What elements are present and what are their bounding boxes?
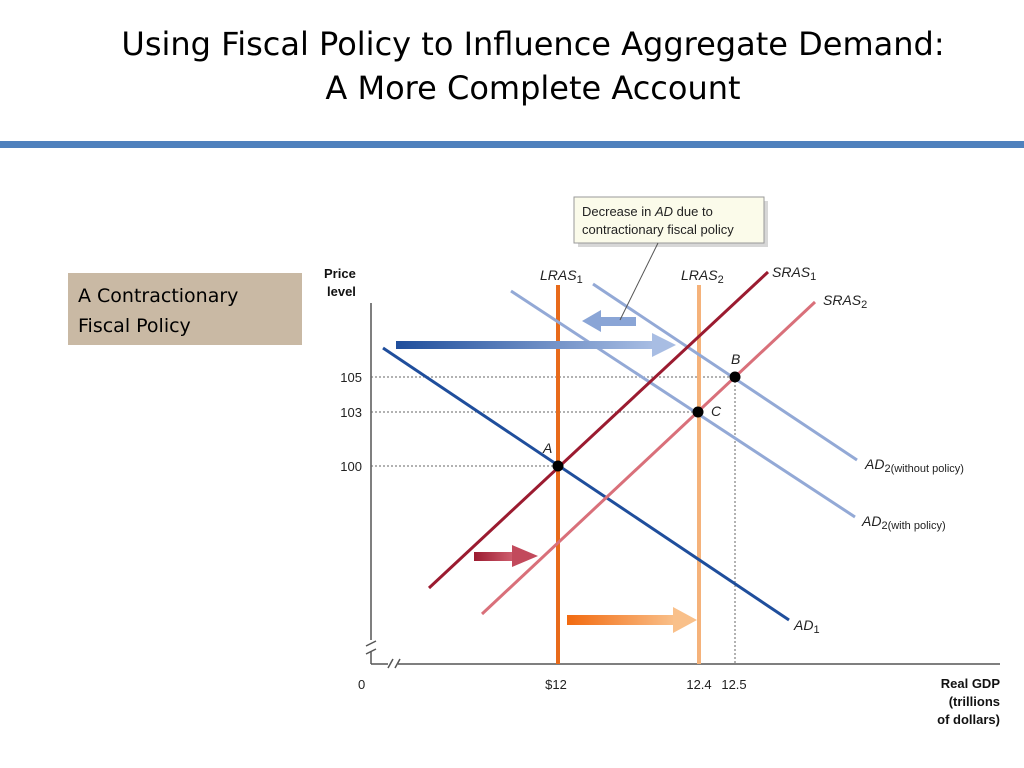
- sras2-line: [480, 300, 817, 616]
- lras1-label: LRAS1: [540, 267, 583, 286]
- ad2-with-policy-line: [510, 289, 856, 519]
- x-tick-12: $12: [545, 677, 567, 692]
- ad1-label: AD1: [793, 617, 820, 636]
- y-tick-105: 105: [340, 370, 362, 385]
- x-axis-title-line-2: (trillions: [949, 694, 1000, 709]
- origin-label: 0: [358, 677, 365, 692]
- x-tick-12-4: 12.4: [686, 677, 711, 692]
- sras1-label: SRAS1: [772, 264, 816, 283]
- y-tick-103: 103: [340, 405, 362, 420]
- ad2-without-policy-label: AD2(without policy): [864, 456, 964, 475]
- side-label-box: A Contractionary Fiscal Policy: [68, 273, 302, 345]
- ad2-without-policy-line: [592, 282, 858, 462]
- callout-pointer: [619, 242, 659, 321]
- point-c: [692, 406, 704, 418]
- sras1-line: [427, 270, 770, 590]
- x-axis-title-line-1: Real GDP: [941, 676, 1001, 691]
- y-axis-title-line-2: level: [327, 284, 356, 299]
- sras2-label: SRAS2: [823, 292, 867, 311]
- x-axis-title-line-3: of dollars): [937, 712, 1000, 727]
- callout-line-1: Decrease in AD due to: [582, 204, 713, 219]
- point-c-label: C: [711, 403, 722, 419]
- ad-shift-right-arrow: [396, 333, 676, 357]
- point-a-label: A: [542, 440, 552, 456]
- y-axis-break: [365, 640, 377, 655]
- side-label-line-1: A Contractionary: [78, 285, 239, 307]
- sras-shift-arrow: [474, 545, 538, 567]
- lras2-label: LRAS2: [681, 267, 724, 286]
- point-b-label: B: [731, 351, 740, 367]
- side-label-line-2: Fiscal Policy: [78, 315, 191, 337]
- slide-title: Using Fiscal Policy to Influence Aggrega…: [0, 22, 1024, 110]
- ad1-line: [382, 346, 790, 622]
- title-divider: [0, 141, 1024, 148]
- slide-title-line-1: Using Fiscal Policy to Influence Aggrega…: [121, 25, 945, 63]
- lras-shift-arrow: [567, 607, 697, 633]
- y-tick-100: 100: [340, 459, 362, 474]
- ad2-with-policy-label: AD2(with policy): [861, 513, 946, 532]
- point-b: [729, 371, 741, 383]
- callout-line-2: contractionary fiscal policy: [582, 222, 734, 237]
- slide-title-line-2: A More Complete Account: [325, 69, 741, 107]
- y-axis-title-line-1: Price: [324, 266, 356, 281]
- x-axis-break: [387, 658, 401, 669]
- x-tick-12-5: 12.5: [721, 677, 746, 692]
- ad-shift-left-arrow: [582, 310, 636, 332]
- point-a: [552, 460, 564, 472]
- callout-box: Decrease in AD due to contractionary fis…: [573, 196, 768, 321]
